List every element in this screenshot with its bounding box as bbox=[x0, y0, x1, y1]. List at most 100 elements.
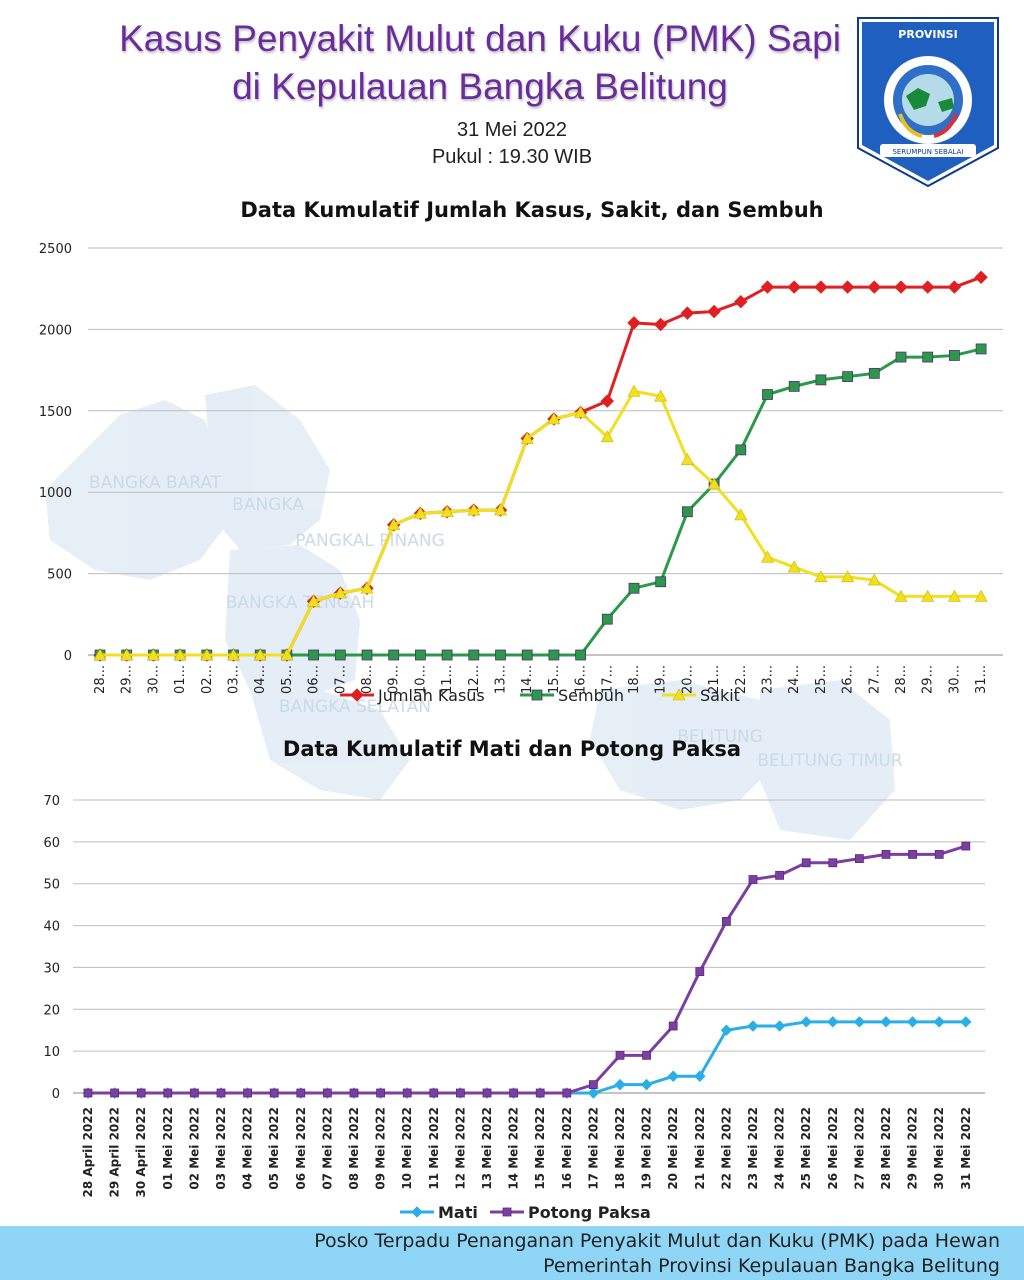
chart1-point-sakit bbox=[173, 648, 187, 661]
chart1-point-sembuh bbox=[842, 371, 853, 383]
chart-2-title: Data Kumulatif Mati dan Potong Paksa bbox=[282, 737, 742, 761]
chart2-point-potong-paksa bbox=[402, 1088, 412, 1098]
chart2-x-tick-label: 13 Mei 2022 bbox=[480, 1107, 494, 1190]
chart2-x-tick-label: 30 Mei 2022 bbox=[932, 1107, 946, 1190]
chart2-point-potong-paksa bbox=[934, 850, 944, 859]
chart2-point-potong-paksa bbox=[216, 1088, 226, 1098]
chart2-point-potong-paksa bbox=[535, 1088, 545, 1098]
chart1-point-sembuh bbox=[788, 380, 800, 392]
chart1-x-tick-label: 20... bbox=[680, 665, 695, 694]
chart1-legend-label-sembuh: Sembuh bbox=[558, 686, 624, 705]
chart1-point-sembuh bbox=[521, 649, 533, 661]
chart2-x-tick-label: 16 Mei 2022 bbox=[560, 1107, 574, 1190]
chart1-point-sembuh bbox=[762, 389, 773, 400]
chart2-point-potong-paksa bbox=[668, 1021, 678, 1031]
chart2-y-tick-label: 20 bbox=[43, 1003, 60, 1018]
chart1-x-tick-label: 29... bbox=[120, 665, 135, 694]
chart1-x-tick-label: 21... bbox=[707, 665, 722, 694]
chart1-y-tick-label: 500 bbox=[47, 568, 72, 583]
chart1-point-jumlah-kasus bbox=[974, 270, 988, 285]
chart1-point-sembuh bbox=[922, 351, 934, 363]
chart2-point-potong-paksa bbox=[429, 1088, 439, 1098]
chart1-point-sakit bbox=[921, 589, 935, 602]
chart1-x-tick-label: 26... bbox=[841, 665, 856, 694]
chart1-point-sakit bbox=[894, 589, 908, 602]
chart2-point-potong-paksa bbox=[562, 1088, 572, 1098]
chart1-y-tick-label: 0 bbox=[64, 649, 72, 664]
chart2-x-tick-label: 14 Mei 2022 bbox=[507, 1107, 521, 1190]
chart2-point-potong-paksa bbox=[189, 1088, 199, 1098]
page-title-line-1: Kasus Penyakit Mulut dan Kuku (PMK) Sapi bbox=[119, 18, 841, 59]
chart1-point-sembuh bbox=[682, 506, 693, 518]
chart2-x-tick-label: 26 Mei 2022 bbox=[826, 1107, 840, 1190]
chart1-legend-marker-jumlah-kasus bbox=[350, 688, 364, 702]
chart2-point-potong-paksa bbox=[615, 1050, 625, 1060]
chart1-point-sakit bbox=[627, 384, 641, 397]
chart1-x-tick-label: 01... bbox=[173, 665, 188, 694]
chart2-point-potong-paksa bbox=[828, 858, 838, 868]
chart2-point-potong-paksa bbox=[855, 854, 864, 863]
chart1-point-jumlah-kasus bbox=[867, 280, 882, 294]
chart1-x-tick-label: 31... bbox=[974, 665, 989, 694]
chart1-point-sakit bbox=[734, 508, 748, 521]
chart1-point-sembuh bbox=[868, 367, 880, 379]
chart2-point-potong-paksa bbox=[243, 1088, 253, 1098]
chart1-point-sembuh bbox=[601, 613, 613, 625]
chart1-x-tick-label: 24... bbox=[787, 665, 802, 694]
chart1-point-sakit bbox=[787, 560, 801, 573]
chart1-x-tick-label: 06... bbox=[307, 665, 322, 694]
chart1-point-sakit bbox=[413, 506, 427, 519]
chart1-point-jumlah-kasus bbox=[814, 280, 828, 294]
chart1-point-jumlah-kasus bbox=[894, 280, 908, 294]
chart2-point-potong-paksa bbox=[748, 875, 758, 884]
chart1-point-sakit bbox=[654, 389, 668, 402]
chart2-y-tick-label: 30 bbox=[43, 961, 60, 976]
chart1-point-jumlah-kasus bbox=[787, 280, 801, 294]
chart2-point-potong-paksa bbox=[589, 1080, 598, 1090]
chart1-point-sakit bbox=[467, 503, 481, 516]
chart2-point-potong-paksa bbox=[376, 1088, 386, 1098]
chart2-point-potong-paksa bbox=[509, 1088, 519, 1098]
chart2-point-mati bbox=[694, 1070, 706, 1082]
chart2-x-tick-label: 28 Mei 2022 bbox=[879, 1107, 893, 1190]
map-label-bangka-selatan: BANGKA SELATAN bbox=[279, 697, 431, 717]
chart1-point-jumlah-kasus bbox=[600, 394, 615, 408]
chart2-legend-label-mati: Mati bbox=[438, 1203, 478, 1222]
chart1-point-sakit bbox=[841, 570, 855, 583]
chart2-x-tick-label: 08 Mei 2022 bbox=[347, 1107, 361, 1190]
chart1-x-tick-label: 08... bbox=[360, 665, 375, 694]
map-label-pangkal-pinang: PANGKAL PINANG bbox=[295, 531, 445, 551]
chart1-point-sembuh bbox=[949, 350, 960, 361]
emblem-motto: SERUMPUN SEBALAI bbox=[892, 148, 963, 156]
chart2-x-tick-label: 12 Mei 2022 bbox=[453, 1107, 467, 1190]
chart1-point-jumlah-kasus bbox=[920, 280, 935, 294]
chart1-x-tick-label: 17... bbox=[600, 665, 615, 694]
chart1-x-tick-label: 09... bbox=[387, 665, 402, 694]
chart1-point-sembuh bbox=[334, 649, 346, 661]
chart1-point-sakit bbox=[574, 405, 588, 418]
chart-mati-potong-paksa: 0 10 20 30 40 50 60 70 28 April 2022 29 April 202… bbox=[43, 794, 985, 1222]
chart2-point-potong-paksa bbox=[642, 1050, 651, 1060]
chart2-x-tick-label: 22 Mei 2022 bbox=[719, 1107, 733, 1190]
chart1-x-tick-label: 25... bbox=[814, 665, 829, 694]
chart1-point-sakit bbox=[493, 503, 508, 516]
chart1-x-tick-label: 22... bbox=[734, 665, 749, 694]
chart1-point-jumlah-kasus bbox=[680, 306, 695, 320]
chart2-x-tick-label: 04 Mei 2022 bbox=[241, 1107, 255, 1190]
chart2-x-tick-label: 19 Mei 2022 bbox=[640, 1107, 654, 1190]
map-label-bangka-barat: BANGKA BARAT bbox=[89, 473, 222, 493]
chart1-point-sembuh bbox=[655, 576, 667, 588]
chart1-point-sembuh bbox=[308, 649, 320, 661]
chart1-point-sakit bbox=[974, 589, 988, 602]
chart2-y-tick-label: 50 bbox=[43, 878, 60, 893]
map-label-belitung-timur: BELITUNG TIMUR bbox=[757, 751, 903, 771]
chart2-x-tick-label: 27 Mei 2022 bbox=[852, 1107, 866, 1190]
chart2-point-mati bbox=[853, 1016, 866, 1028]
chart2-x-tick-label: 09 Mei 2022 bbox=[374, 1107, 388, 1190]
chart2-legend-marker-mati bbox=[411, 1206, 423, 1218]
chart1-point-sakit bbox=[146, 648, 160, 661]
report-time: Pukul : 19.30 WIB bbox=[431, 146, 593, 168]
chart2-x-tick-label: 03 Mei 2022 bbox=[214, 1107, 228, 1190]
chart1-point-sakit bbox=[600, 430, 614, 443]
